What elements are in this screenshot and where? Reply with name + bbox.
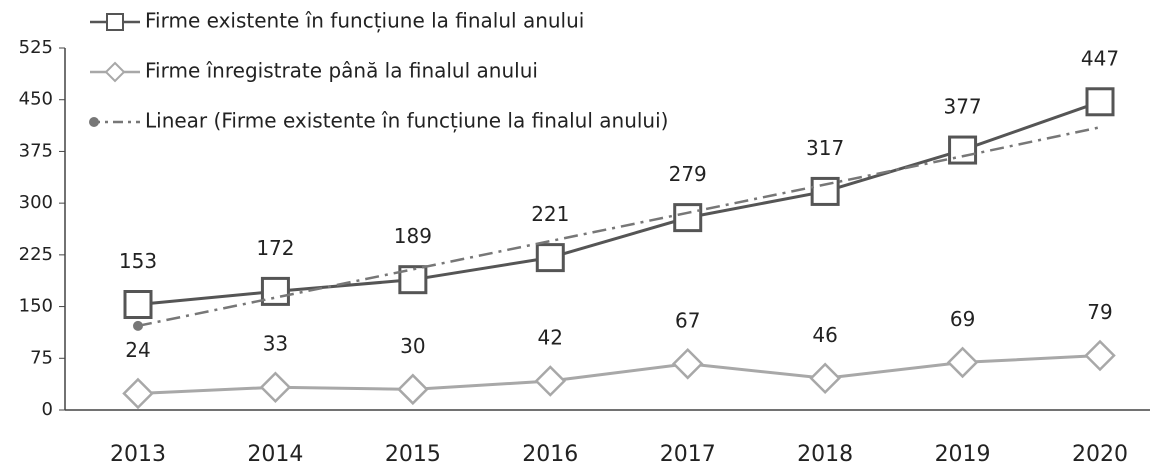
data-label: 42 [538,326,563,350]
point-marker [810,176,840,206]
point-marker [1084,339,1116,372]
y-tick-label: 450 [19,89,53,110]
point-marker [535,243,565,273]
legend-label: Linear (Firme existente în funcțiune la … [145,109,668,133]
series-line [137,100,1101,306]
trend-start [133,320,143,331]
legend-label: Firme existente în funcțiune la finalul … [145,9,584,33]
y-tick-label: 150 [19,296,53,317]
x-tick-label: 2015 [385,442,441,467]
data-label: 30 [400,334,425,358]
x-tick-label: 2017 [660,442,716,467]
x-tick-label: 2014 [247,442,303,467]
point-marker [534,365,567,397]
legend-marker [89,117,99,127]
data-label: 317 [806,136,844,160]
point-marker [123,290,153,320]
data-label: 377 [943,95,981,119]
y-tick-label: 0 [42,399,53,420]
point-marker [946,346,979,379]
x-tick-label: 2018 [797,442,853,467]
point-marker [122,377,154,410]
data-label: 153 [119,249,157,273]
data-label: 69 [950,307,975,331]
data-label: 79 [1087,300,1112,324]
point-marker [809,362,841,395]
y-tick-label: 525 [19,37,53,58]
data-label: 33 [263,332,288,356]
x-tick-label: 2019 [935,442,991,467]
series-line [137,354,1101,395]
data-label: 447 [1081,46,1119,70]
y-tick-label: 225 [19,244,53,265]
point-marker [1085,87,1115,117]
data-label: 172 [256,236,294,260]
y-tick-label: 75 [30,347,53,368]
x-tick-label: 2013 [110,442,166,467]
series-line [137,126,1101,328]
y-tick-label: 375 [19,140,53,161]
data-label: 189 [394,224,432,248]
point-marker [673,203,703,233]
data-label: 67 [675,308,700,332]
legend-marker [106,13,124,31]
y-tick-label: 300 [19,192,53,213]
point-marker [397,373,429,406]
point-marker [259,371,292,404]
data-label: 46 [812,323,837,347]
x-tick-label: 2020 [1072,442,1128,467]
x-tick-label: 2016 [522,442,578,467]
point-marker [260,276,290,306]
data-label: 24 [125,338,150,362]
data-label: 221 [531,202,569,226]
legend-label: Firme înregistrate până la finalul anulu… [145,59,538,83]
point-marker [671,348,704,380]
legend-marker [104,61,126,83]
data-label: 279 [669,162,707,186]
